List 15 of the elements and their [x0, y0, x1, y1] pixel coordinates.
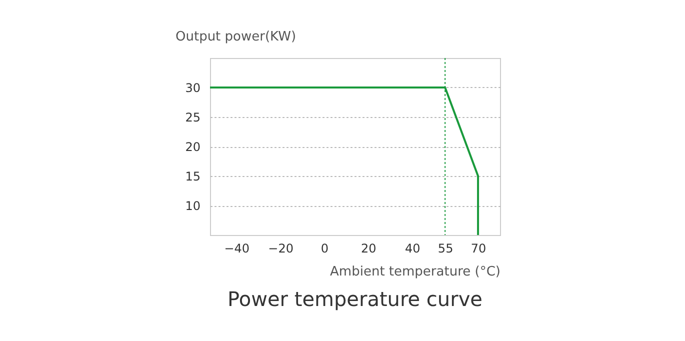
x-tick-label: 40	[404, 242, 420, 256]
y-axis-title: Output power(KW)	[176, 30, 296, 44]
y-tick-label: 30	[185, 81, 200, 95]
x-tick-label: 20	[361, 242, 376, 256]
x-axis-title: Ambient temperature (°C)	[330, 264, 500, 280]
x-tick-label: 55	[438, 242, 454, 256]
y-tick-label: 20	[185, 140, 200, 154]
text: Power temperature curve	[228, 287, 482, 311]
x-tick-label: −40	[224, 242, 250, 256]
y-tick-label: 15	[185, 170, 200, 184]
x-tick-label: 70	[470, 242, 486, 256]
y-tick-label: 10	[185, 199, 200, 213]
x-tick-label: 0	[320, 242, 329, 256]
y-tick-label: 25	[185, 110, 200, 124]
x-tick-label: −20	[268, 242, 294, 256]
